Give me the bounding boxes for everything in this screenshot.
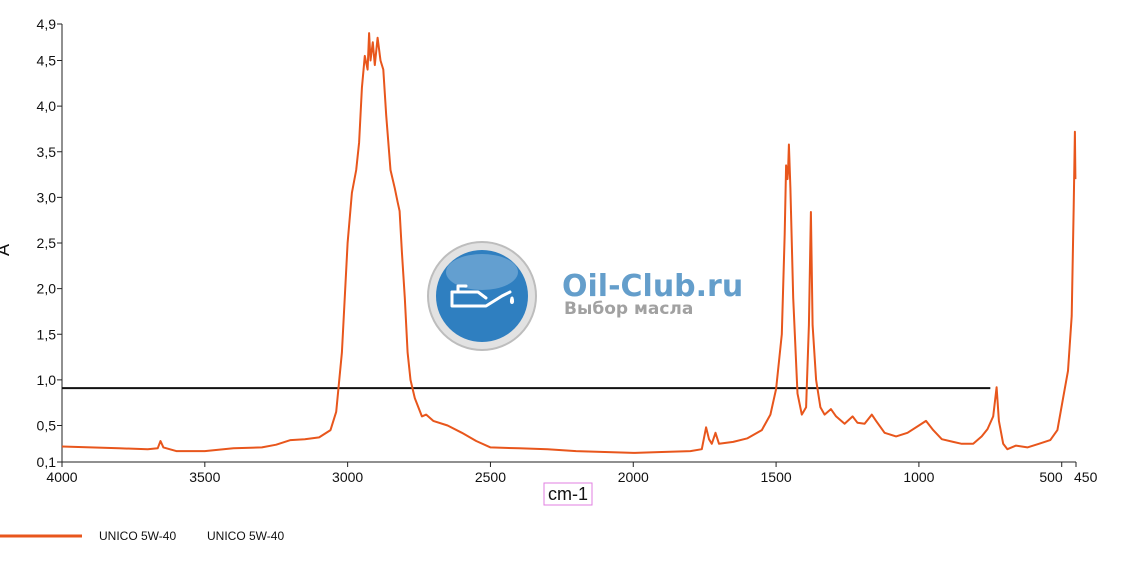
legend-label-2: UNICO 5W-40 [207, 529, 284, 543]
y-tick-label: 4,0 [37, 98, 57, 114]
x-tick-label: 2500 [475, 469, 506, 485]
y-tick-label: 0,5 [37, 418, 57, 434]
legend-label: UNICO 5W-40 [99, 529, 176, 543]
x-tick-label: 450 [1074, 469, 1098, 485]
watermark-subtitle: Выбор масла [564, 299, 693, 319]
y-tick-label: 4,9 [37, 16, 57, 32]
x-tick-label: 4000 [46, 469, 77, 485]
y-axis-title: A [0, 244, 13, 256]
watermark-title: Oil-Club.ru [562, 269, 743, 304]
x-axis-title: cm-1 [548, 484, 588, 504]
x-tick-label: 1000 [903, 469, 934, 485]
legend: UNICO 5W-40 UNICO 5W-40 [0, 529, 284, 543]
y-axis-ticks: 0,1 0,5 1,0 1,5 2,0 2,5 3,0 3,5 4,0 4,5 4,9 [37, 16, 62, 470]
x-tick-label: 3500 [189, 469, 220, 485]
x-axis-ticks: 4000 3500 3000 2500 2000 1500 1000 500 450 [46, 462, 1098, 485]
y-tick-label: 3,5 [37, 144, 57, 160]
y-tick-label: 2,5 [37, 235, 57, 251]
x-tick-label: 3000 [332, 469, 363, 485]
watermark: Oil-Club.ru Выбор масла [427, 241, 743, 351]
y-tick-label: 1,0 [37, 372, 57, 388]
y-tick-label: 0,1 [37, 454, 57, 470]
watermark-logo-gloss [446, 254, 518, 290]
y-tick-label: 3,0 [37, 189, 57, 205]
oil-can-icon [450, 284, 515, 308]
x-tick-label: 500 [1039, 469, 1063, 485]
series-line-unico-5w-40 [61, 32, 1077, 454]
y-tick-label: 1,5 [37, 326, 57, 342]
x-tick-label: 1500 [761, 469, 792, 485]
x-tick-label: 2000 [618, 469, 649, 485]
x-axis-title-frame [543, 482, 593, 506]
y-tick-label: 4,5 [37, 53, 57, 69]
y-tick-label: 2,0 [37, 281, 57, 297]
